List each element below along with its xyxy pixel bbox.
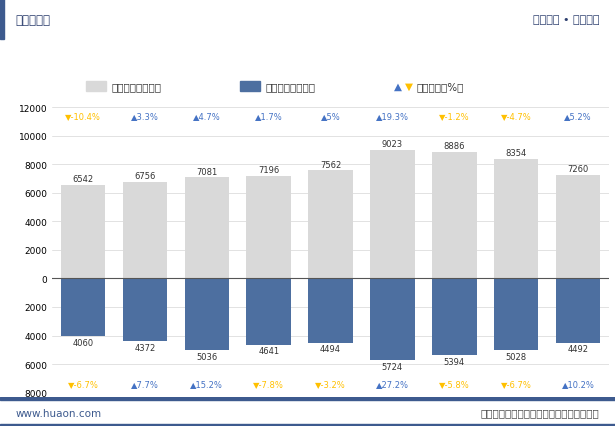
Text: ▼-7.8%: ▼-7.8%: [253, 380, 284, 389]
Text: 6542: 6542: [73, 175, 93, 184]
Text: ▲3.3%: ▲3.3%: [131, 112, 159, 121]
Bar: [0, 424, 615, 426]
Text: 9023: 9023: [382, 139, 403, 149]
Bar: [184, 178, 229, 279]
Text: ▲: ▲: [394, 82, 402, 92]
Bar: [308, 171, 353, 279]
Text: 7260: 7260: [567, 164, 589, 174]
Text: www.huaon.com: www.huaon.com: [15, 408, 101, 417]
Bar: [247, 279, 291, 345]
Text: 4494: 4494: [320, 345, 341, 354]
Text: ▲19.3%: ▲19.3%: [376, 112, 409, 121]
Text: 8354: 8354: [506, 149, 526, 158]
Text: ▼-10.4%: ▼-10.4%: [65, 112, 101, 121]
Text: 进口额（亿美元）: 进口额（亿美元）: [266, 82, 315, 92]
Bar: [308, 279, 353, 343]
Text: 6756: 6756: [134, 172, 156, 181]
Text: 7562: 7562: [320, 160, 341, 169]
Bar: [123, 182, 167, 279]
Text: 4372: 4372: [135, 343, 156, 352]
Text: ▲7.7%: ▲7.7%: [131, 380, 159, 389]
Bar: [184, 279, 229, 351]
Text: 出口额（亿美元）: 出口额（亿美元）: [112, 82, 162, 92]
Bar: [61, 186, 105, 279]
Bar: [432, 152, 477, 279]
Text: ▼-6.7%: ▼-6.7%: [501, 380, 531, 389]
Bar: [556, 176, 600, 279]
Text: ▼-3.2%: ▼-3.2%: [315, 380, 346, 389]
Bar: [247, 176, 291, 279]
Bar: [0, 0, 4, 40]
Text: ▼-6.7%: ▼-6.7%: [68, 380, 98, 389]
Bar: [86, 82, 106, 92]
Text: 5724: 5724: [382, 362, 403, 371]
Bar: [123, 279, 167, 341]
Text: ▲15.2%: ▲15.2%: [191, 380, 223, 389]
Bar: [494, 160, 538, 279]
Text: 4060: 4060: [73, 338, 93, 347]
Text: 4492: 4492: [568, 345, 589, 354]
Bar: [494, 279, 538, 351]
Text: ▲10.2%: ▲10.2%: [561, 380, 594, 389]
Text: 华经情报网: 华经情报网: [15, 14, 50, 26]
Text: ▲5%: ▲5%: [320, 112, 341, 121]
Text: 同比增长（%）: 同比增长（%）: [417, 82, 464, 92]
Text: ▲5.2%: ▲5.2%: [564, 112, 592, 121]
Text: ▲1.7%: ▲1.7%: [255, 112, 283, 121]
Bar: [240, 82, 260, 92]
Text: 4641: 4641: [258, 347, 279, 356]
Text: ▼-5.8%: ▼-5.8%: [439, 380, 470, 389]
Bar: [370, 279, 415, 360]
Text: 5036: 5036: [196, 352, 218, 361]
Text: 8886: 8886: [443, 141, 465, 150]
Text: 7081: 7081: [196, 167, 218, 176]
Text: 5394: 5394: [443, 357, 465, 366]
Text: ▼: ▼: [405, 82, 413, 92]
Text: ▼-4.7%: ▼-4.7%: [501, 112, 531, 121]
Bar: [556, 279, 600, 343]
Bar: [0, 397, 615, 400]
Text: ▼-1.2%: ▼-1.2%: [439, 112, 470, 121]
Bar: [370, 150, 415, 279]
Text: 2016-2024年10月广东省(境内目的地/货源地)进、出口额: 2016-2024年10月广东省(境内目的地/货源地)进、出口额: [159, 49, 456, 64]
Bar: [61, 279, 105, 337]
Text: ▲4.7%: ▲4.7%: [193, 112, 221, 121]
Text: 专业严谨 • 客观科学: 专业严谨 • 客观科学: [533, 15, 600, 25]
Text: 7196: 7196: [258, 166, 279, 175]
Bar: [432, 279, 477, 356]
Text: 数据来源：中国海关，华经产业研究院整理: 数据来源：中国海关，华经产业研究院整理: [481, 408, 600, 417]
Text: ▲27.2%: ▲27.2%: [376, 380, 409, 389]
Text: 5028: 5028: [506, 352, 526, 361]
